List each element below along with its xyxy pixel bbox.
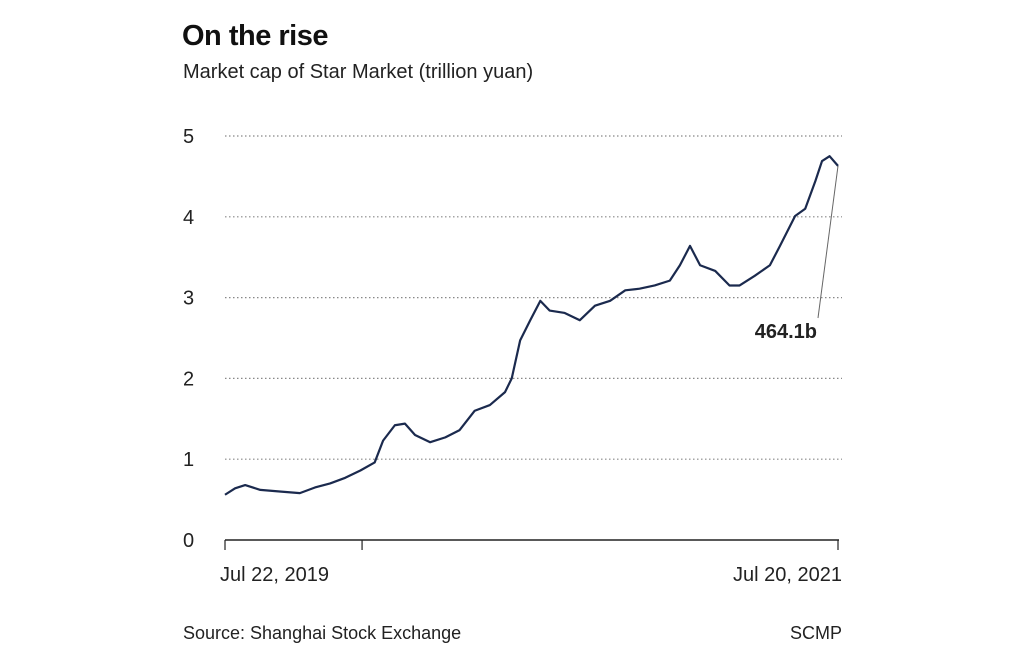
x-tick-label: Jul 20, 2021	[733, 564, 842, 586]
source-note: Source: Shanghai Stock Exchange	[183, 623, 462, 643]
series-line	[224, 155, 839, 496]
annotation-label: 464.1b	[755, 321, 817, 343]
chart-title: On the rise	[182, 20, 329, 52]
y-tick-label: 1	[183, 449, 194, 471]
y-tick-label: 3	[183, 288, 194, 310]
annotation-leader	[817, 165, 839, 319]
credit: SCMP	[789, 623, 842, 643]
y-tick-label: 2	[183, 368, 194, 390]
y-tick-label: 0	[183, 530, 194, 552]
x-tick-label: Jul 22, 2019	[220, 564, 329, 586]
y-tick-label: 5	[183, 126, 194, 148]
chart-subtitle: Market cap of Star Market (trillion yuan…	[183, 61, 534, 83]
y-tick-label: 4	[183, 207, 194, 229]
